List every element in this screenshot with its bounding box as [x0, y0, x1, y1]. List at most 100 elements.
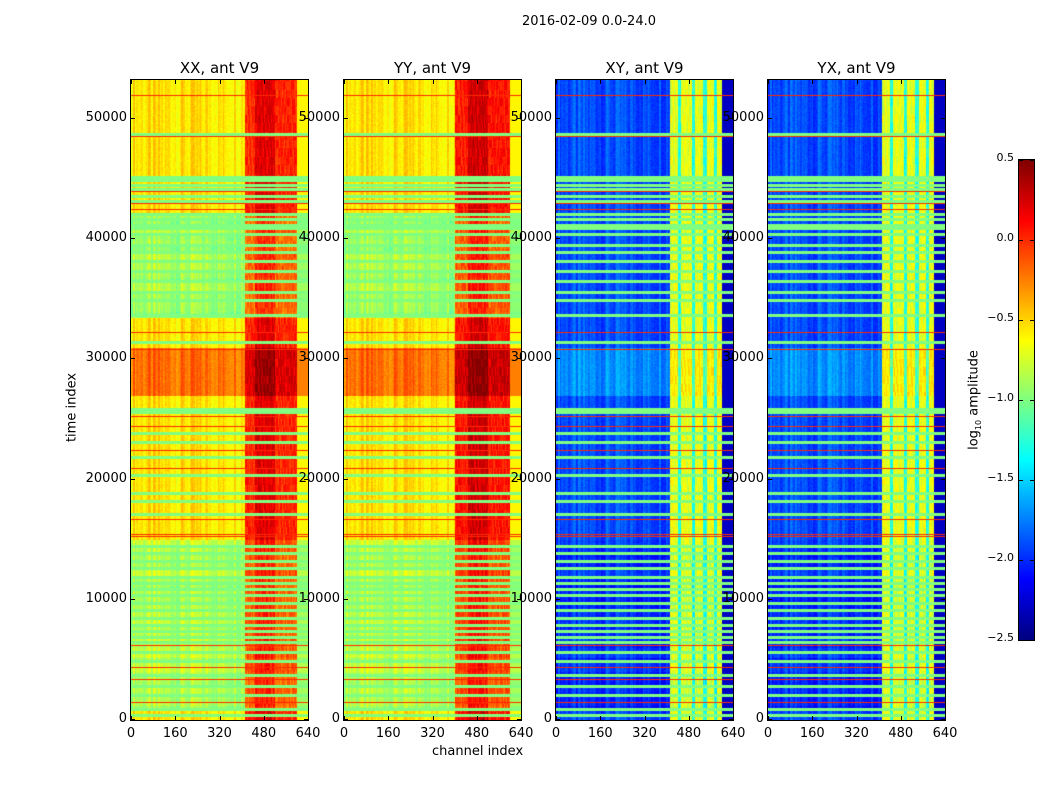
y-tick-mark	[768, 118, 772, 120]
x-tick-mark	[219, 80, 221, 84]
heatmap-xy	[556, 80, 733, 720]
colorbar-tick-label: −1.0	[987, 391, 1014, 404]
y-tick-mark	[729, 598, 733, 600]
y-tick-label: 20000	[722, 470, 764, 486]
y-tick-label: 30000	[510, 350, 552, 366]
y-tick-label: 50000	[722, 110, 764, 126]
heatmap-xx	[131, 80, 308, 720]
heatmap-yy	[344, 80, 521, 720]
x-tick-mark	[476, 716, 478, 720]
y-tick-mark	[304, 238, 308, 240]
y-axis-label: time index	[64, 372, 80, 443]
x-tick-mark	[308, 716, 309, 720]
x-tick-mark	[344, 716, 345, 720]
x-tick-label: 0	[126, 726, 136, 741]
y-tick-mark	[941, 118, 945, 120]
colorbar-tick-mark	[1030, 160, 1034, 161]
x-tick-mark	[219, 716, 221, 720]
y-tick-label: 10000	[298, 590, 340, 606]
colorbar-tick-mark	[1019, 320, 1023, 321]
x-tick-label: 480	[888, 726, 914, 741]
x-tick-label: 0	[763, 726, 773, 741]
panel-title: YX, ant V9	[817, 59, 896, 77]
colorbar-tick-label: 0.0	[996, 231, 1015, 244]
y-tick-mark	[344, 118, 348, 120]
colorbar-tick-mark	[1030, 240, 1034, 241]
y-tick-mark	[344, 358, 348, 360]
x-tick-mark	[556, 716, 557, 720]
y-tick-mark	[304, 478, 308, 480]
x-tick-mark	[945, 80, 946, 84]
x-tick-mark	[131, 80, 132, 84]
y-tick-mark	[556, 238, 560, 240]
colorbar-tick-mark	[1030, 320, 1034, 321]
y-tick-mark	[729, 478, 733, 480]
y-tick-mark	[304, 719, 308, 720]
y-tick-mark	[941, 238, 945, 240]
y-tick-mark	[517, 358, 521, 360]
y-tick-label: 0	[755, 711, 764, 726]
x-tick-mark	[521, 716, 522, 720]
colorbar-tick-mark	[1019, 640, 1023, 641]
x-tick-label: 160	[799, 726, 825, 741]
x-tick-mark	[856, 80, 858, 84]
colorbar-tick-mark	[1019, 400, 1023, 401]
x-tick-label: 640	[932, 726, 958, 741]
x-tick-mark	[812, 80, 814, 84]
panel-title: YY, ant V9	[393, 59, 472, 77]
x-tick-label: 480	[464, 726, 490, 741]
x-tick-mark	[600, 716, 602, 720]
y-tick-mark	[344, 598, 348, 600]
y-tick-mark	[304, 118, 308, 120]
x-tick-mark	[644, 80, 646, 84]
y-tick-mark	[941, 719, 945, 720]
y-tick-mark	[729, 358, 733, 360]
x-tick-mark	[521, 80, 522, 84]
y-tick-mark	[729, 238, 733, 240]
x-tick-mark	[900, 716, 902, 720]
y-tick-mark	[131, 719, 135, 720]
y-tick-label: 0	[543, 711, 552, 726]
x-tick-mark	[308, 80, 309, 84]
x-tick-mark	[131, 716, 132, 720]
x-tick-label: 320	[844, 726, 869, 741]
x-tick-mark	[900, 80, 902, 84]
x-tick-label: 320	[632, 726, 657, 741]
y-tick-label: 10000	[722, 590, 764, 606]
y-tick-mark	[131, 238, 135, 240]
x-tick-mark	[432, 716, 434, 720]
y-tick-mark	[556, 358, 560, 360]
x-tick-mark	[432, 80, 434, 84]
figure-title: 2016-02-09 0.0-24.0	[522, 14, 656, 29]
x-tick-mark	[175, 80, 177, 84]
colorbar-label: log10 amplitude	[966, 350, 984, 450]
y-tick-mark	[131, 358, 135, 360]
x-tick-mark	[388, 80, 390, 84]
x-tick-mark	[263, 716, 265, 720]
panel-title: XY, ant V9	[605, 59, 684, 77]
x-tick-label: 640	[508, 726, 534, 741]
y-tick-mark	[517, 598, 521, 600]
x-tick-label: 480	[251, 726, 277, 741]
x-tick-mark	[476, 80, 478, 84]
y-tick-mark	[556, 118, 560, 120]
y-tick-mark	[729, 118, 733, 120]
y-tick-label: 20000	[85, 470, 127, 486]
y-tick-label: 50000	[510, 110, 552, 126]
x-tick-mark	[556, 80, 557, 84]
y-tick-label: 30000	[722, 350, 764, 366]
y-tick-label: 50000	[85, 110, 127, 126]
x-tick-mark	[263, 80, 265, 84]
x-tick-label: 640	[295, 726, 321, 741]
y-tick-label: 40000	[85, 230, 127, 246]
x-tick-mark	[733, 716, 734, 720]
y-tick-label: 50000	[298, 110, 340, 126]
y-tick-mark	[556, 719, 560, 720]
colorbar-tick-label: 0.5	[996, 151, 1015, 164]
y-tick-mark	[517, 238, 521, 240]
y-tick-label: 40000	[722, 230, 764, 246]
x-tick-mark	[175, 716, 177, 720]
y-tick-mark	[517, 478, 521, 480]
x-tick-mark	[688, 716, 690, 720]
